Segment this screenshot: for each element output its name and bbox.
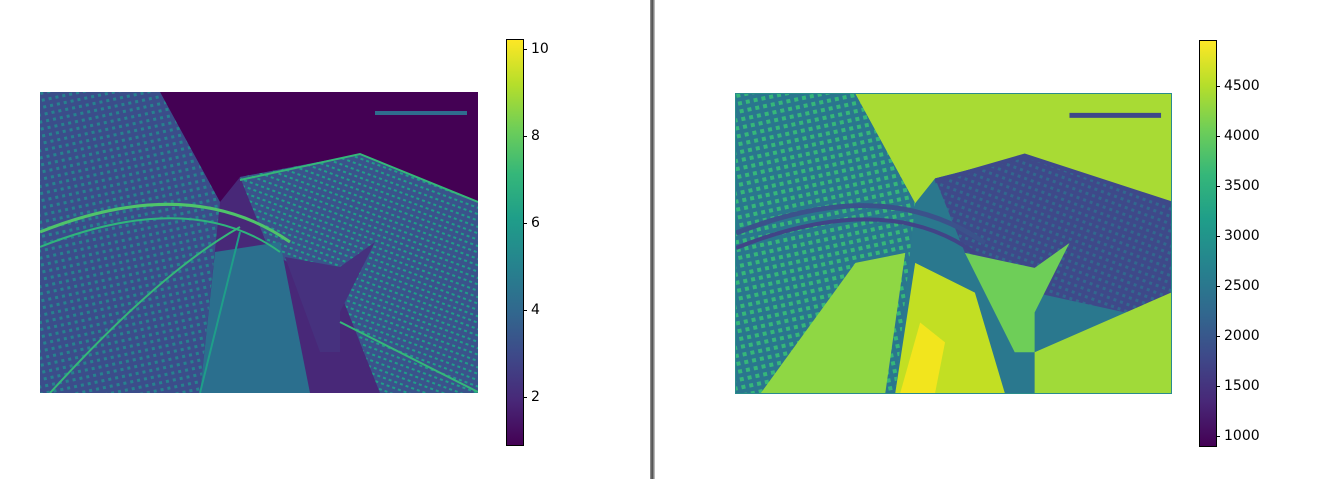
colorbar-tick-label: 10: [531, 40, 549, 57]
heatmap-right-arch-edge-2: [736, 217, 977, 255]
heatmap-right-structure: [964, 243, 1070, 353]
heatmap-left-arch-edge-1: [40, 202, 291, 244]
colorbar-right: 1000 1500 2000 2500 3000 3500 4000 4500: [1199, 40, 1260, 447]
heatmap-right-roof-edge: [934, 153, 1171, 206]
colorbar-tick-mark: [1216, 286, 1220, 287]
heatmap-left-arch-edge-2: [40, 217, 281, 253]
colorbar-tick-mark: [1216, 136, 1220, 137]
figure-panel-right: 1000 1500 2000 2500 3000 3500 4000 4500: [655, 0, 1325, 479]
colorbar-tick-mark: [1216, 86, 1220, 87]
heatmap-left-building-left: [40, 92, 220, 393]
heatmap-right-yellow-patch: [900, 322, 946, 393]
colorbar-tick-label: 8: [531, 127, 540, 144]
colorbar-tick-mark: [523, 48, 527, 50]
heatmap-left-sky: [160, 92, 478, 202]
heatmap-image-left: [40, 92, 478, 393]
heatmap-right-svg: [736, 94, 1171, 393]
colorbar-tick-label: 4000: [1224, 128, 1260, 144]
heatmap-right-watermark-mark: [1069, 112, 1162, 118]
heatmap-image-right: [735, 93, 1172, 394]
heatmap-left-edge-3: [49, 226, 241, 393]
colorbar-tick-label: 2: [531, 389, 540, 406]
heatmap-left-watermark-mark: [375, 111, 467, 115]
colorbar-tick-label: 6: [531, 214, 540, 231]
colorbar-tick-mark: [1216, 436, 1220, 437]
colorbar-tick-label: 1500: [1224, 378, 1260, 394]
colorbar-tick-label: 4500: [1224, 78, 1260, 94]
heatmap-left-edge-5: [339, 321, 478, 393]
heatmap-right-bright-right: [1034, 292, 1171, 393]
heatmap-right-bright-left: [760, 252, 906, 393]
colorbar-tick-label: 1000: [1224, 428, 1260, 444]
heatmap-left-edge-4: [199, 231, 241, 393]
colorbar-tick-mark: [523, 397, 527, 399]
colorbar-tick-label: 3500: [1224, 178, 1260, 194]
colorbar-tick-label: 4: [531, 302, 540, 318]
colorbar-tick-label: 2000: [1224, 328, 1260, 344]
colorbar-tick-mark: [523, 135, 527, 137]
heatmap-right-building-right: [935, 155, 1171, 323]
figure-panel-left: 2 4 6 8 10: [0, 0, 650, 479]
colorbar-tick-mark: [1216, 186, 1220, 187]
colorbar-tick-mark: [1216, 386, 1220, 387]
heatmap-right-arch-edge-1: [736, 203, 987, 246]
colorbar-left: 2 4 6 8 10: [506, 39, 549, 446]
heatmap-left-roof-edge: [239, 152, 478, 203]
heatmap-left-structure: [285, 242, 375, 352]
colorbar-tick-mark: [1216, 236, 1220, 237]
heatmap-left-svg: [40, 92, 478, 393]
colorbar-tick-mark: [523, 310, 527, 311]
colorbar-tick-label: 3000: [1224, 228, 1260, 244]
colorbar-tick-mark: [1216, 336, 1220, 337]
colorbar-tick-label: 2500: [1224, 278, 1260, 294]
pane-divider[interactable]: [650, 0, 655, 479]
colorbar-tick-mark: [523, 222, 527, 224]
